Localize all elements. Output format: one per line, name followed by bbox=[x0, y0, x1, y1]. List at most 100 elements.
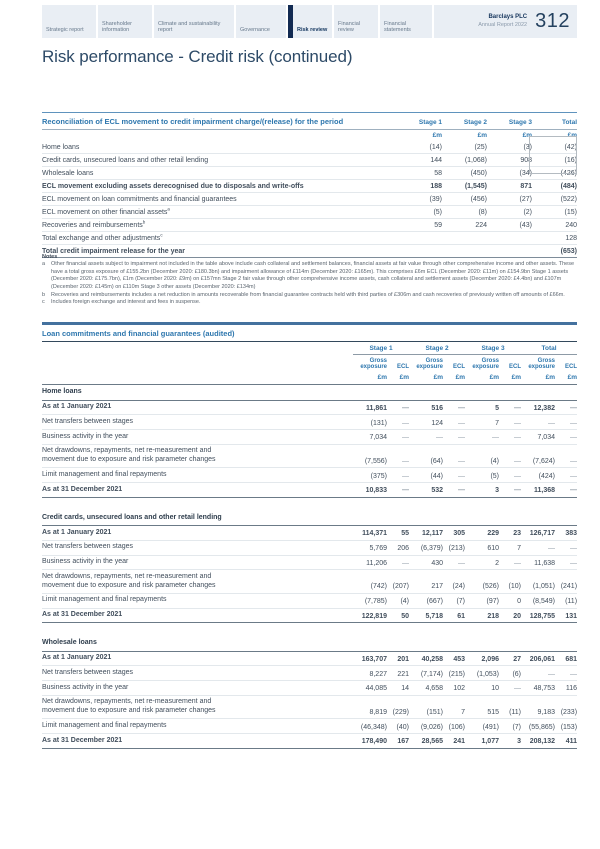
value-cell: — bbox=[443, 414, 465, 431]
value-cell bbox=[442, 244, 487, 258]
table-row: As at 1 January 2021 114,371 55 12,117 305 22… bbox=[42, 525, 578, 541]
value-cell: (8,549) bbox=[521, 593, 555, 609]
row-label-cell: As at 31 December 2021 bbox=[42, 733, 353, 749]
value-cell: — bbox=[387, 555, 409, 571]
value-cell: 532 bbox=[409, 482, 443, 498]
tab-strategic-report[interactable]: Strategic report bbox=[42, 5, 98, 38]
value-cell: (151) bbox=[409, 695, 443, 720]
value-cell: 10,833 bbox=[353, 482, 387, 498]
value-cell: (24) bbox=[443, 569, 465, 594]
value-cell: 610 bbox=[465, 540, 499, 556]
group-header-stage-2: Stage 2 bbox=[409, 341, 465, 355]
value-cell: — bbox=[443, 482, 465, 498]
sub-header-ecl: ECL bbox=[397, 364, 409, 371]
group-header-stage-3: Stage 3 bbox=[465, 341, 521, 355]
value-cell: 681 bbox=[555, 651, 578, 667]
row-label: As at 1 January 2021 bbox=[42, 528, 112, 536]
value-cell bbox=[442, 231, 487, 245]
row-label: ECL movement on other financial assetsa bbox=[42, 206, 170, 216]
table-row: Business activity in the year 7,034— — — — —7… bbox=[42, 429, 578, 445]
value-cell: (46,348) bbox=[353, 718, 387, 735]
row-label: Credit cards, unsecured loans and other … bbox=[42, 156, 209, 164]
row-label: Limit management and final repayments bbox=[42, 721, 167, 729]
value-cell: 14 bbox=[387, 680, 409, 696]
tab-label: Shareholder information bbox=[102, 20, 132, 34]
note-reference: c bbox=[160, 232, 163, 238]
unit-label: £m bbox=[387, 372, 409, 386]
value-cell: 44,085 bbox=[353, 680, 387, 696]
spacer-cell bbox=[42, 497, 577, 511]
row-label-cell: As at 1 January 2021 bbox=[42, 651, 353, 667]
value-cell: 5,718 bbox=[409, 607, 443, 624]
value-cell: (229) bbox=[387, 695, 409, 720]
table-row: Business activity in the year 11,206—430—… bbox=[42, 555, 578, 571]
note-reference: b bbox=[142, 219, 146, 225]
note-item: b Recoveries and reimbursements includes … bbox=[42, 292, 577, 300]
value-cell: (8) bbox=[442, 205, 487, 219]
unit-label: £m bbox=[522, 132, 532, 139]
row-label: As at 31 December 2021 bbox=[42, 736, 123, 744]
note-marker: b bbox=[42, 291, 46, 298]
row-label-cell: Net drawdowns, repayments, net re-measur… bbox=[42, 695, 353, 720]
tab-financial-review[interactable]: Financial review bbox=[334, 5, 380, 38]
value-cell: 8,819 bbox=[353, 695, 387, 720]
value-cell: — bbox=[555, 414, 578, 431]
value-cell: 430 bbox=[409, 555, 443, 571]
unit-label: £m bbox=[432, 132, 442, 139]
value-cell: (25) bbox=[442, 141, 487, 154]
section-heading-row: Credit cards, unsecured loans and other … bbox=[42, 510, 578, 527]
value-cell: (153) bbox=[555, 718, 578, 735]
value-cell: (11) bbox=[555, 593, 578, 609]
section-heading: Credit cards, unsecured loans and other … bbox=[42, 510, 578, 527]
value-cell: 12,382 bbox=[521, 400, 555, 416]
notes-section: Notes a Other financial assets subject to… bbox=[42, 254, 577, 307]
tab-financial-statements[interactable]: Financial statements bbox=[380, 5, 434, 38]
table-row: Net transfers between stages 8,227 221 (7,1… bbox=[42, 665, 578, 682]
row-label: ECL movement on loan commitments and fin… bbox=[42, 195, 237, 203]
row-label: Wholesale loans bbox=[42, 169, 94, 177]
table-row: Net transfers between stages 5,769 206 (6,3… bbox=[42, 540, 578, 556]
value-cell: 124 bbox=[409, 414, 443, 431]
value-cell: (15) bbox=[532, 205, 577, 219]
table-row: As at 31 December 2021 10,833—532—3—11,36… bbox=[42, 482, 578, 498]
value-cell: 908 bbox=[487, 153, 532, 167]
ecl-reconciliation-table: Reconciliation of ECL movement to credit… bbox=[42, 112, 577, 258]
row-label-cell: As at 31 December 2021 bbox=[42, 607, 353, 624]
value-cell: — bbox=[555, 540, 578, 556]
unit-label: £m bbox=[465, 372, 499, 386]
value-cell: 5,769 bbox=[353, 540, 387, 556]
unit-label: £m bbox=[353, 372, 387, 386]
value-cell: — bbox=[387, 400, 409, 416]
column-header-stage-3: Stage 3 bbox=[487, 112, 532, 130]
tab-shareholder-information[interactable]: Shareholder information bbox=[98, 5, 154, 38]
value-cell: 871 bbox=[487, 179, 532, 193]
table-row: ECL movement on loan commitments and fin… bbox=[42, 192, 577, 206]
table-row: ECL movement on other financial assetsa (… bbox=[42, 205, 577, 219]
note-marker: a bbox=[42, 261, 46, 267]
value-cell: (4) bbox=[387, 593, 409, 609]
row-label-cell: ECL movement on loan commitments and fin… bbox=[42, 192, 397, 206]
note-marker: c bbox=[42, 299, 45, 306]
value-cell: 12,117 bbox=[409, 525, 443, 541]
value-cell: 240 bbox=[532, 218, 577, 232]
value-cell: (40) bbox=[387, 718, 409, 735]
value-cell: 3 bbox=[465, 482, 499, 498]
note-item: a Other financial assets subject to impai… bbox=[42, 261, 577, 292]
value-cell: 188 bbox=[397, 179, 442, 193]
loan-commitments-table-section: Loan commitments and financial guarantee… bbox=[42, 322, 578, 749]
value-cell: 10 bbox=[465, 680, 499, 696]
tab-governance[interactable]: Governance bbox=[236, 5, 288, 38]
value-cell: (1,545) bbox=[442, 179, 487, 193]
tab-risk-review[interactable]: Risk review bbox=[288, 5, 334, 38]
tab-climate-and-sustainability-report[interactable]: Climate and sustainability report bbox=[154, 5, 236, 38]
value-cell: 23 bbox=[499, 525, 521, 541]
note-text: Other financial assets subject to impair… bbox=[51, 261, 575, 291]
row-label-cell: Limit management and final repayments bbox=[42, 467, 353, 484]
sub-header-gross-exposure: Gross exposure bbox=[360, 357, 387, 371]
table-row: As at 31 December 2021 178,490 167 28,565 24… bbox=[42, 733, 578, 749]
unit-label: £m bbox=[555, 372, 578, 386]
row-label-cell: Net transfers between stages bbox=[42, 540, 353, 556]
value-cell: — bbox=[499, 429, 521, 445]
value-cell: 305 bbox=[443, 525, 465, 541]
value-cell: (456) bbox=[442, 192, 487, 206]
